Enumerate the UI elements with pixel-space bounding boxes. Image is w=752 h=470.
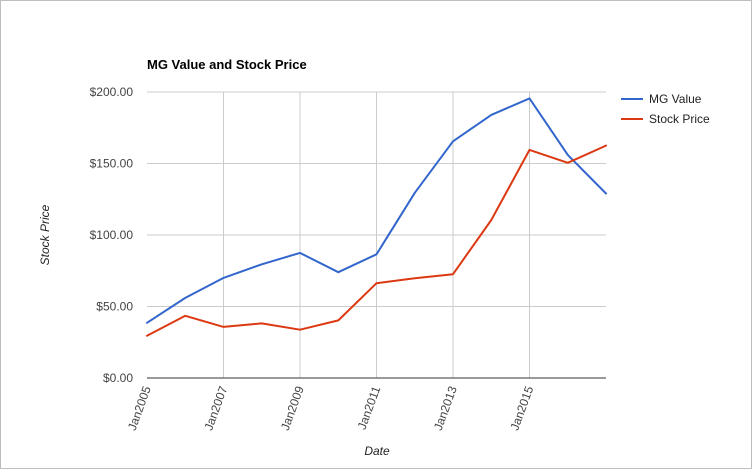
x-tick-label: Jan2005 [125,384,154,432]
legend-label: Stock Price [649,112,710,126]
series-line-stock-price [146,144,607,337]
legend-label: MG Value [649,92,702,106]
y-tick-label: $50.00 [96,300,133,314]
x-tick-label: Jan2007 [201,384,230,432]
x-tick-label: Jan2011 [355,384,384,432]
y-tick-label: $150.00 [90,157,134,171]
y-tick-label: $200.00 [90,85,134,99]
y-tick-label: $100.00 [90,228,134,242]
chart-title: MG Value and Stock Price [147,57,307,72]
x-tick-label: Jan2013 [431,384,460,432]
y-axis-title: Stock Price [38,204,52,265]
series-line-mg-value [146,97,607,324]
x-tick-label: Jan2015 [507,384,536,432]
x-tick-label: Jan2009 [278,384,307,432]
y-tick-label: $0.00 [103,371,133,385]
x-axis-title: Date [364,444,390,458]
